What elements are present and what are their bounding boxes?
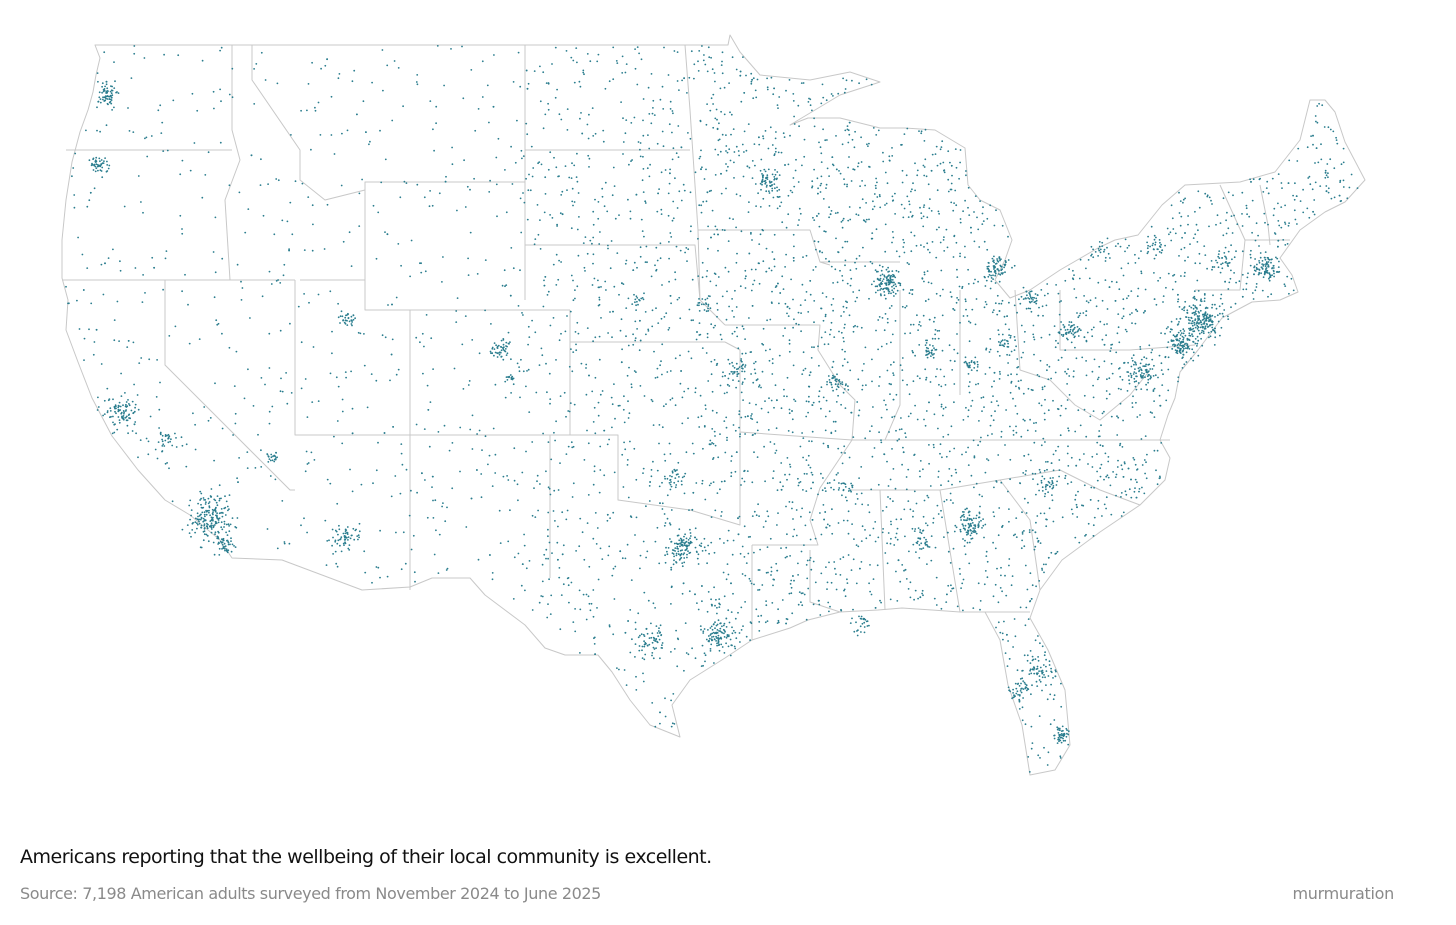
us-outline [61, 34, 1366, 776]
brand-label: murmuration [1292, 884, 1395, 903]
source-note: Source: 7,198 American adults surveyed f… [20, 884, 601, 903]
state-borders [61, 34, 1366, 776]
survey-dots [65, 45, 1359, 773]
us-map [61, 34, 1366, 776]
internal-borders [62, 44, 1290, 640]
map-caption: Americans reporting that the wellbeing o… [20, 846, 712, 868]
